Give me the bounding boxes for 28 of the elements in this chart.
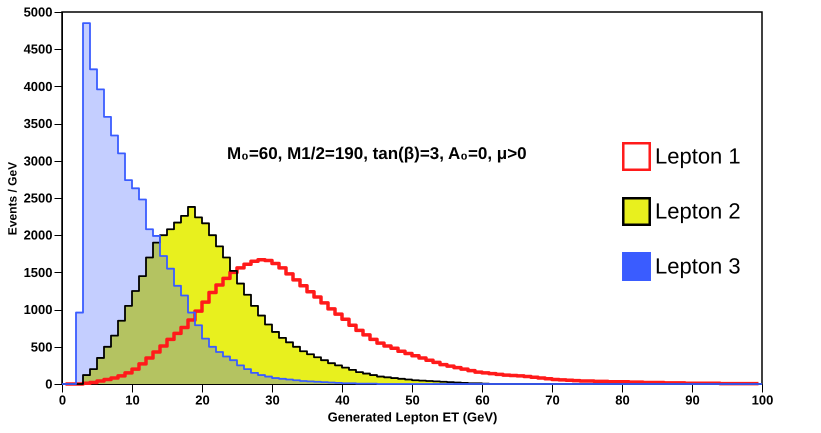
y-tick-label: 0 [45,376,52,392]
y-tick-label: 1500 [24,264,52,280]
y-tick-label: 1000 [24,302,52,318]
y-tick-label: 2500 [24,190,52,206]
legend-label: Lepton 2 [655,198,741,224]
y-tick-label: 2000 [24,228,52,243]
x-tick-label: 90 [685,392,700,408]
x-tick-label: 80 [615,392,630,408]
y-tick-label: 3000 [24,153,52,168]
legend-label: Lepton 1 [655,144,741,168]
annotation: M₀=60, M1/2=190, tan(β)=3, A₀=0, μ>0 [227,144,527,163]
x-tick-label: 0 [58,392,66,408]
x-tick-label: 50 [405,392,420,408]
y-tick-label: 500 [30,339,52,354]
y-axis-title: Events / GeV [6,162,20,236]
x-tick-label: 10 [125,392,140,408]
x-tick-label: 70 [545,392,560,408]
x-tick-label: 100 [752,392,774,408]
x-tick-label: 40 [335,392,350,408]
y-tick-label: 3500 [24,116,52,132]
y-tick-label: 5000 [24,4,52,20]
x-tick-label: 20 [195,392,210,408]
y-tick-label: 4500 [24,42,52,57]
x-tick-label: 60 [475,392,490,408]
y-tick-label: 4000 [24,78,52,94]
legend-label: Lepton 3 [655,254,741,278]
x-tick-label: 30 [265,392,280,408]
x-axis-title: Generated Lepton ET (GeV) [328,410,498,424]
